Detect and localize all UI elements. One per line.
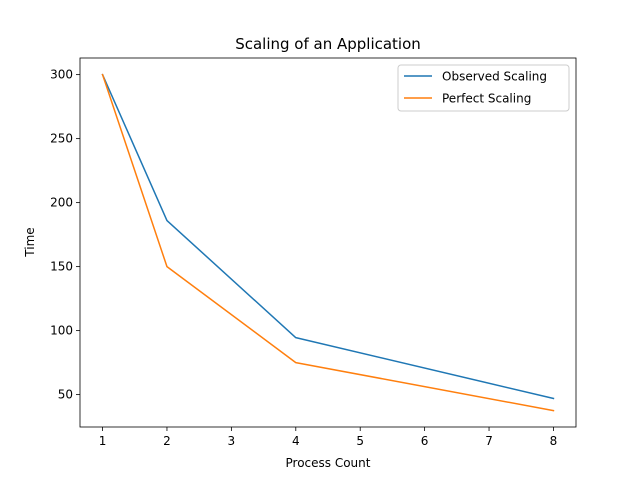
series-layer [101,73,555,412]
y-tick-label: 300 [50,68,73,82]
x-tick-label: 7 [485,434,493,448]
legend-box [397,64,570,112]
y-tick-label: 250 [50,132,73,146]
x-axis: 1 2 3 4 5 6 7 8 [99,427,558,448]
chart-title: Scaling of an Application [235,35,421,53]
y-tick-label: 200 [50,196,73,210]
legend: Observed Scaling Perfect Scaling [397,64,570,112]
y-axis: 50 100 150 200 250 300 [50,68,80,402]
x-tick-label: 4 [292,434,300,448]
x-tick-label: 6 [421,434,429,448]
x-tick-label: 3 [228,434,236,448]
x-axis-label: Process Count [286,456,371,470]
y-axis-label: Time [23,227,37,257]
series-line-1 [101,73,555,400]
series-line-2 [101,73,555,412]
plot-frame [79,57,577,428]
x-tick-label: 2 [163,434,171,448]
x-tick-label: 5 [356,434,364,448]
legend-label-1: Observed Scaling [442,70,547,84]
x-tick-label: 1 [99,434,107,448]
y-tick-label: 150 [50,260,73,274]
legend-label-2: Perfect Scaling [442,92,531,106]
plot-area [79,57,577,428]
y-tick-label: 50 [58,388,73,402]
x-tick-label: 8 [550,434,558,448]
y-tick-label: 100 [50,324,73,338]
